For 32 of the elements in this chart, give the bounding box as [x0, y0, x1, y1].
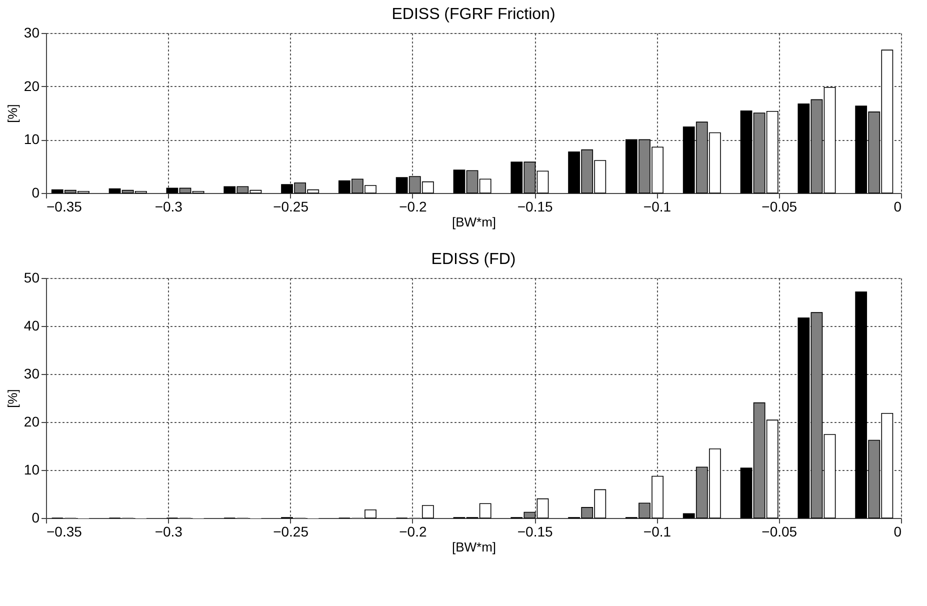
x-tick-label: −0.05: [762, 198, 798, 214]
x-axis-title: [BW*m]: [452, 540, 496, 554]
x-tick-label: −0.25: [273, 524, 309, 540]
y-tick-label: 20: [24, 414, 40, 430]
x-tick-label: −0.2: [399, 524, 427, 540]
y-tick-label: 0: [32, 510, 40, 526]
y-tick-label: 0: [32, 184, 40, 200]
y-tick-label: 30: [24, 24, 40, 40]
x-axis-title: [BW*m]: [452, 214, 496, 230]
chart-title: EDISS (FGRF Friction): [392, 6, 556, 23]
y-tick-label: 10: [24, 131, 40, 148]
x-tick-label: −0.15: [517, 198, 553, 214]
x-tick-label: −0.1: [643, 198, 672, 214]
x-tick-label: −0.3: [154, 198, 183, 214]
x-tick-label: −0.1: [643, 524, 672, 540]
x-tick-label: −0.35: [46, 524, 82, 540]
x-tick-label: −0.15: [517, 524, 553, 540]
x-tick-label: −0.2: [399, 198, 427, 214]
x-tick-label: 0: [894, 198, 902, 214]
y-axis-title: [%]: [4, 104, 20, 123]
y-tick-label: 50: [24, 270, 40, 286]
chart-title: EDISS (FD): [431, 251, 516, 268]
y-tick-label: 40: [24, 318, 40, 334]
x-tick-label: −0.3: [154, 524, 183, 540]
x-tick-label: 0: [894, 524, 902, 540]
y-axis-title: [%]: [4, 389, 20, 408]
y-tick-label: 20: [24, 78, 40, 94]
x-tick-label: −0.35: [46, 198, 82, 214]
y-tick-label: 30: [24, 366, 40, 382]
y-tick-label: 10: [24, 462, 40, 478]
x-tick-label: −0.25: [273, 198, 309, 214]
x-tick-label: −0.05: [762, 524, 798, 540]
